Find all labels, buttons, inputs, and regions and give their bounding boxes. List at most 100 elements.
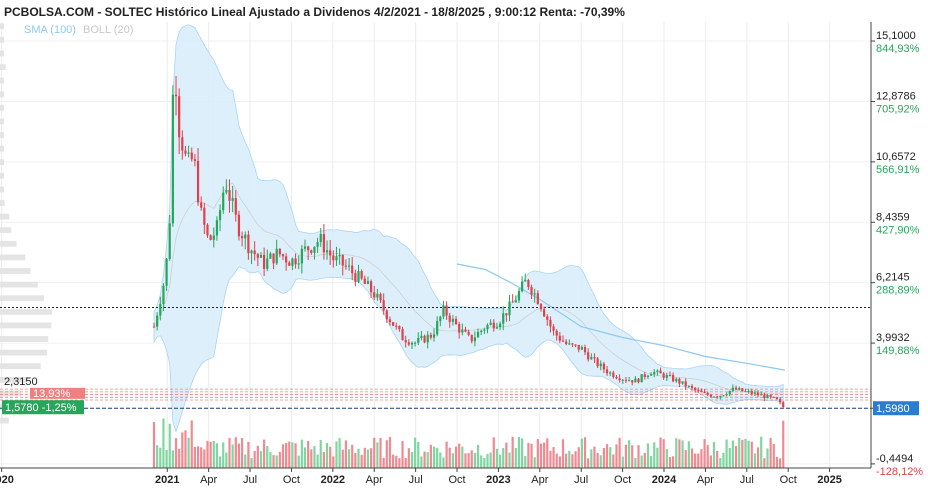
volume-bar (174, 438, 178, 468)
volume-bar (392, 454, 395, 468)
candle-body (209, 235, 212, 240)
candle-body (618, 378, 621, 381)
candle (637, 377, 640, 384)
volume-bar (514, 448, 517, 468)
candle-body (760, 394, 763, 396)
candle-body (467, 331, 470, 335)
level-lines (0, 388, 871, 409)
candle (429, 332, 432, 340)
volume-bar (303, 447, 307, 468)
candle (347, 257, 351, 271)
candle (517, 287, 521, 304)
candle-body (552, 326, 555, 331)
candle-body (492, 322, 495, 329)
candle-body (587, 352, 590, 360)
candle (665, 372, 668, 381)
candle-body (646, 375, 650, 378)
candle-body (410, 342, 414, 345)
candle (694, 386, 697, 393)
volume-bar (291, 442, 294, 468)
candle-body (325, 250, 329, 253)
volume-bar (662, 439, 665, 468)
candle-body (451, 318, 454, 322)
candle-body (404, 340, 407, 343)
candle (602, 361, 606, 373)
volume-profile-bar (0, 349, 48, 356)
candle (502, 306, 505, 331)
volume-bar (165, 449, 168, 468)
volume-bar (237, 443, 241, 468)
candle (634, 376, 637, 383)
candle-body (495, 327, 499, 329)
candle (587, 348, 590, 362)
candle (716, 395, 719, 399)
candle-body (719, 395, 722, 398)
volume-bar (156, 445, 159, 468)
volume-bar (234, 437, 237, 468)
candle (489, 319, 492, 326)
volume-bar (486, 453, 489, 468)
volume-bar (571, 454, 574, 468)
x-tick-label: Oct (780, 474, 797, 486)
y-tick-price: 12,8786 (876, 90, 916, 102)
x-tick-label: Apr (366, 474, 383, 486)
candle-body (240, 236, 244, 239)
volume-bar (665, 449, 668, 468)
volume-bar (480, 455, 483, 468)
candle (672, 372, 675, 383)
candle-body (363, 278, 366, 284)
candle-body (288, 262, 291, 266)
candle-body (672, 375, 675, 382)
chart-title: PCBOLSA.COM - SOLTEC Histórico Lineal Aj… (4, 5, 625, 19)
candle (171, 85, 174, 227)
candle (240, 231, 244, 247)
candle-body (744, 390, 747, 392)
volume-profile-bar (0, 336, 49, 342)
candle-body (329, 250, 332, 256)
candle (483, 327, 486, 335)
volume-bar (313, 446, 316, 468)
candle (373, 285, 376, 301)
volume-profile-bar (0, 77, 4, 84)
y-tick-price: 15,1000 (876, 30, 916, 42)
volume-bar (325, 443, 329, 468)
volume-bar (225, 452, 228, 468)
candle-body (278, 248, 281, 255)
candle (325, 240, 329, 260)
volume-bar (533, 457, 536, 468)
volume-bar (753, 453, 757, 468)
candle (329, 240, 332, 265)
volume-bar (593, 446, 596, 468)
candle (725, 392, 728, 397)
candle (552, 324, 555, 336)
y-tick-price: 3,9932 (876, 332, 910, 344)
volume-bar (618, 437, 621, 468)
volume-bar (256, 445, 259, 468)
candle-body (590, 357, 593, 360)
candle (278, 248, 281, 258)
candle (480, 329, 483, 336)
candle-body (571, 343, 574, 345)
candle-body (470, 334, 473, 342)
volume-bar (505, 442, 508, 468)
volume-bar (552, 447, 555, 468)
candle (237, 210, 241, 241)
volume-bar (568, 450, 571, 468)
candle (332, 250, 335, 268)
x-tick-label: 2025 (817, 474, 841, 486)
y-tick-pct: 427,90% (876, 224, 920, 236)
candle (508, 294, 511, 322)
volume-profile-bar (0, 268, 31, 274)
candle-body (454, 318, 458, 325)
candle (458, 321, 461, 339)
candle-body (335, 256, 338, 261)
candle-body (722, 395, 725, 397)
candle-body (524, 279, 527, 282)
candle (719, 395, 722, 400)
candle (174, 75, 178, 116)
volume-bar (543, 442, 546, 468)
candle-body (316, 242, 319, 247)
volume-bar (357, 448, 360, 468)
volume-bar (527, 442, 530, 468)
candle-body (303, 246, 307, 249)
